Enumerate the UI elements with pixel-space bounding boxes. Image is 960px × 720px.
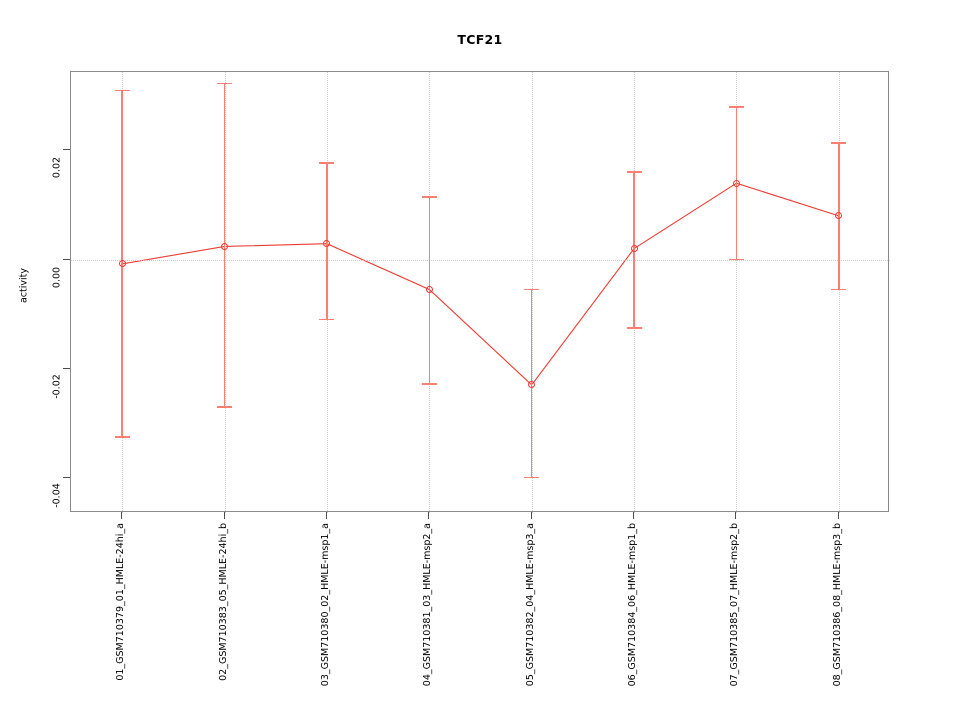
y-tick-label: -0.02 [51,373,63,399]
error-bar-cap-upper [319,162,335,164]
x-tick-mark [530,512,532,519]
error-bar-cap-lower [114,435,130,438]
y-tick-mark [63,367,70,369]
error-bar-cap-lower [421,382,437,385]
data-point-marker [323,240,331,248]
y-axis-title: activity [18,267,30,304]
x-tick-mark [633,512,635,519]
x-tick-mark [121,512,123,519]
error-bar-cap-lower [319,318,335,321]
error-bar-cap-upper [626,171,642,174]
data-point-marker [425,286,433,293]
plot-inner [71,72,890,513]
x-tick-label: 02_GSM710383_05_HMLE-24hi_b [217,523,229,681]
x-tick-mark [428,512,430,519]
data-point-marker [630,245,638,253]
x-tick-mark [325,512,327,519]
x-tick-label: 06_GSM710384_06_HMLE-msp1_b [627,523,639,687]
error-bar-cap-upper [114,89,130,92]
y-tick-mark [63,476,70,478]
x-tick-mark [735,512,737,519]
data-point-marker [835,212,843,220]
y-tick-label: 0.00 [51,266,63,288]
error-bar-cap-lower [626,326,642,329]
error-bar-cap-upper [831,141,847,144]
plot-area [70,71,890,513]
error-bar-cap-lower [728,258,744,261]
error-bar-cap-lower [524,476,540,479]
data-point-marker [118,260,126,268]
x-tick-mark [837,512,839,519]
x-tick-label: 08_GSM710386_08_HMLE-msp3_b [831,523,843,687]
x-tick-label: 01_GSM710379_01_HMLE-24hi_a [115,523,127,681]
error-bar-cap-upper [728,105,744,108]
x-tick-label: 03_GSM710380_02_HMLE-msp1_a [319,523,331,687]
data-point-marker [528,381,536,389]
y-tick-mark [63,258,70,260]
y-tick-label: 0.02 [51,157,63,179]
series-line [122,182,839,386]
error-bar-cap-lower [217,405,233,408]
error-bar-cap-upper [217,82,233,85]
page-title: TCF21 [457,32,503,47]
gridline-horizontal [71,259,890,262]
data-point-marker [732,179,740,187]
error-bar-cap-upper [524,288,540,291]
x-tick-label: 04_GSM710381_03_HMLE-msp2_a [422,523,434,687]
gridline-vertical [736,72,738,513]
data-point-marker [221,242,229,250]
error-bar-cap-upper [421,195,437,198]
x-tick-label: 05_GSM710382_04_HMLE-msp3_a [524,523,536,687]
error-bar-cap-lower [831,288,847,291]
y-tick-mark [63,149,70,151]
y-tick-label: -0.04 [51,482,63,508]
x-tick-mark [223,512,225,519]
gridline-vertical [838,72,841,513]
x-tick-label: 07_GSM710385_07_HMLE-msp2_b [729,523,741,687]
series-polyline [122,182,839,386]
